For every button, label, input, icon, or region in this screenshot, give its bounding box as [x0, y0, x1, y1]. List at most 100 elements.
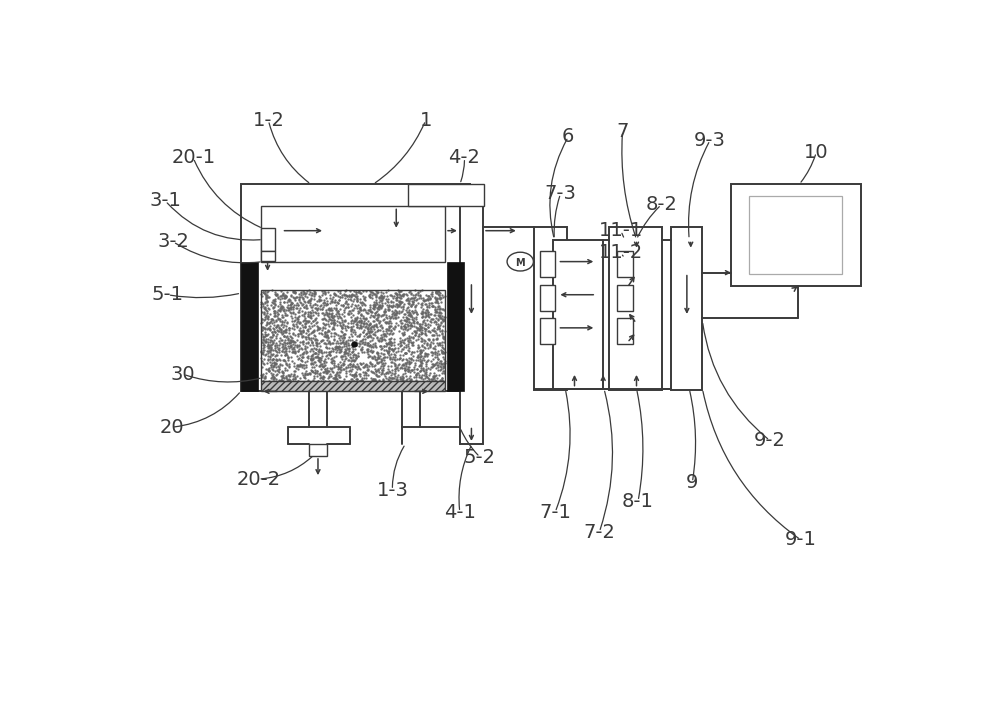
Point [336, 373, 352, 384]
Point [254, 325, 270, 336]
Point [258, 293, 274, 305]
Point [435, 362, 451, 374]
Point [306, 325, 322, 336]
Point [428, 376, 444, 387]
Point [265, 369, 281, 380]
Point [256, 372, 272, 384]
Point [339, 290, 355, 302]
Point [294, 351, 310, 362]
Point [332, 346, 348, 357]
Point [419, 314, 435, 326]
Point [332, 319, 348, 331]
Point [375, 363, 391, 374]
Point [420, 290, 436, 302]
Point [370, 324, 386, 336]
Point [342, 369, 358, 380]
Point [319, 342, 335, 353]
Point [403, 288, 419, 299]
Point [272, 315, 288, 327]
Point [390, 369, 406, 381]
Point [269, 328, 285, 340]
Point [406, 294, 422, 305]
Point [291, 310, 307, 322]
Point [312, 356, 328, 367]
Point [402, 285, 418, 297]
Point [260, 354, 276, 366]
Point [384, 356, 400, 368]
Point [432, 291, 448, 303]
Point [303, 289, 319, 300]
Point [391, 291, 407, 303]
Point [362, 285, 378, 297]
Point [343, 307, 359, 318]
Point [351, 285, 367, 297]
Point [314, 285, 330, 297]
Point [330, 343, 346, 354]
Point [369, 347, 385, 358]
Point [428, 318, 444, 330]
Point [402, 334, 418, 346]
Point [314, 335, 330, 346]
Point [381, 333, 397, 345]
Point [266, 357, 282, 369]
Point [388, 373, 404, 384]
Point [293, 353, 309, 365]
Point [401, 308, 417, 320]
Point [356, 317, 372, 328]
Point [360, 304, 376, 315]
Point [313, 300, 329, 311]
Point [322, 303, 338, 315]
Point [305, 358, 321, 370]
Point [283, 296, 299, 308]
Point [280, 294, 296, 305]
Point [305, 309, 321, 320]
Point [433, 308, 449, 319]
Point [430, 318, 446, 330]
Point [388, 292, 404, 303]
Point [255, 286, 271, 298]
Point [369, 298, 385, 310]
Point [413, 372, 429, 384]
Point [367, 359, 383, 371]
Point [358, 318, 374, 329]
Point [290, 313, 306, 324]
Point [407, 326, 423, 338]
Point [412, 320, 428, 332]
Point [308, 343, 324, 355]
Point [422, 364, 438, 375]
Point [412, 320, 428, 332]
Point [359, 338, 375, 349]
Point [371, 366, 387, 378]
Point [412, 347, 428, 358]
Point [320, 352, 336, 364]
Point [343, 326, 359, 337]
Point [333, 331, 349, 342]
Point [410, 351, 426, 363]
Point [352, 358, 368, 369]
Point [332, 371, 348, 383]
Point [316, 296, 332, 308]
Point [401, 346, 417, 357]
Point [410, 297, 426, 308]
Point [367, 308, 383, 319]
Point [354, 373, 370, 384]
Point [308, 343, 324, 355]
Point [265, 361, 281, 372]
Point [422, 339, 438, 351]
Point [408, 288, 424, 300]
Point [261, 366, 277, 377]
Point [303, 355, 319, 366]
Text: 3-1: 3-1 [149, 191, 181, 210]
Point [285, 328, 301, 339]
Point [403, 336, 419, 348]
Point [283, 339, 299, 351]
Point [364, 374, 380, 386]
Point [265, 297, 281, 308]
Point [267, 299, 283, 310]
Point [380, 285, 396, 296]
Point [351, 331, 367, 342]
Point [305, 326, 321, 338]
Point [269, 288, 285, 300]
Point [373, 301, 389, 313]
Bar [617, 318, 633, 344]
